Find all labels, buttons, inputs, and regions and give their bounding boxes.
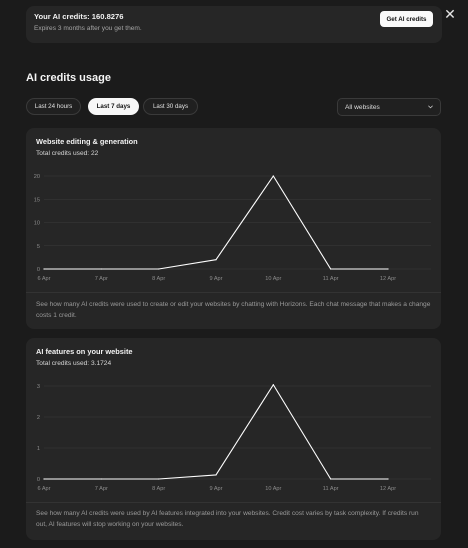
data-point (330, 268, 332, 270)
get-ai-credits-button[interactable]: Get AI credits (380, 11, 433, 27)
data-point (43, 478, 45, 480)
y-tick-label: 2 (37, 415, 40, 421)
panel-total: Total credits used: 3.1724 (36, 360, 112, 367)
x-tick-label: 11 Apr (323, 486, 339, 492)
y-tick-label: 0 (37, 477, 40, 483)
website-filter-select[interactable]: All websites (337, 98, 441, 116)
x-tick-label: 8 Apr (152, 276, 165, 282)
divider (26, 502, 441, 503)
y-tick-label: 20 (34, 174, 40, 180)
y-tick-label: 5 (37, 244, 40, 250)
y-tick-label: 1 (37, 446, 40, 452)
data-point (215, 259, 217, 261)
x-tick-label: 6 Apr (37, 276, 50, 282)
data-point (387, 268, 389, 270)
section-title: AI credits usage (26, 72, 111, 84)
data-point (272, 384, 274, 386)
x-tick-label: 6 Apr (37, 486, 50, 492)
panel-description: See how many AI credits were used by AI … (36, 510, 419, 528)
credits-balance: Your AI credits: 160.8276 (34, 12, 124, 21)
y-tick-label: 10 (34, 221, 40, 227)
data-point (387, 478, 389, 480)
x-tick-label: 12 Apr (380, 276, 396, 282)
divider (26, 292, 441, 293)
x-tick-label: 12 Apr (380, 486, 396, 492)
x-tick-label: 9 Apr (209, 276, 222, 282)
panel-description: See how many AI credits were used to cre… (36, 301, 431, 319)
credits-line-chart-editing: 0 5 10 15 20 6 Apr 7 Apr 8 Apr 9 Apr 10 Apr 11 Apr… (34, 174, 431, 282)
panel-website-editing: Website editing & generation Total credi… (26, 128, 441, 329)
x-tick-label: 10 Apr (265, 276, 281, 282)
y-tick-label: 3 (37, 384, 40, 390)
data-point (158, 478, 160, 480)
data-point (330, 478, 332, 480)
credits-card: Your AI credits: 160.8276 Expires 3 mont… (26, 6, 442, 43)
panel-ai-features: AI features on your website Total credit… (26, 338, 441, 540)
panel-title: Website editing & generation (36, 137, 138, 146)
x-tick-label: 8 Apr (152, 486, 165, 492)
close-icon[interactable]: ✕ (444, 6, 456, 22)
series-line (44, 384, 388, 480)
website-filter-value: All websites (345, 103, 380, 111)
data-point (43, 268, 45, 270)
x-tick-label: 7 Apr (95, 486, 108, 492)
panel-total: Total credits used: 22 (36, 150, 99, 157)
range-last-30-days[interactable]: Last 30 days (143, 98, 198, 115)
data-point (100, 268, 102, 270)
y-tick-label: 15 (34, 197, 40, 203)
x-tick-label: 10 Apr (265, 486, 281, 492)
chevron-down-icon (428, 105, 433, 110)
x-tick-label: 11 Apr (323, 276, 339, 282)
range-last-7-days[interactable]: Last 7 days (88, 98, 139, 115)
x-tick-label: 9 Apr (209, 486, 222, 492)
panel-title: AI features on your website (36, 347, 133, 356)
data-point (158, 268, 160, 270)
range-last-24-hours[interactable]: Last 24 hours (26, 98, 81, 115)
y-tick-label: 0 (37, 267, 40, 273)
data-point (100, 478, 102, 480)
credits-line-chart-ai-features: 0 1 2 3 6 Apr 7 Apr 8 Apr 9 Apr 10 Apr 11 Apr 12 A… (37, 384, 431, 492)
credits-expiry-note: Expires 3 months after you get them. (34, 25, 142, 32)
data-point (272, 175, 274, 177)
data-point (215, 474, 217, 476)
x-tick-label: 7 Apr (95, 276, 108, 282)
